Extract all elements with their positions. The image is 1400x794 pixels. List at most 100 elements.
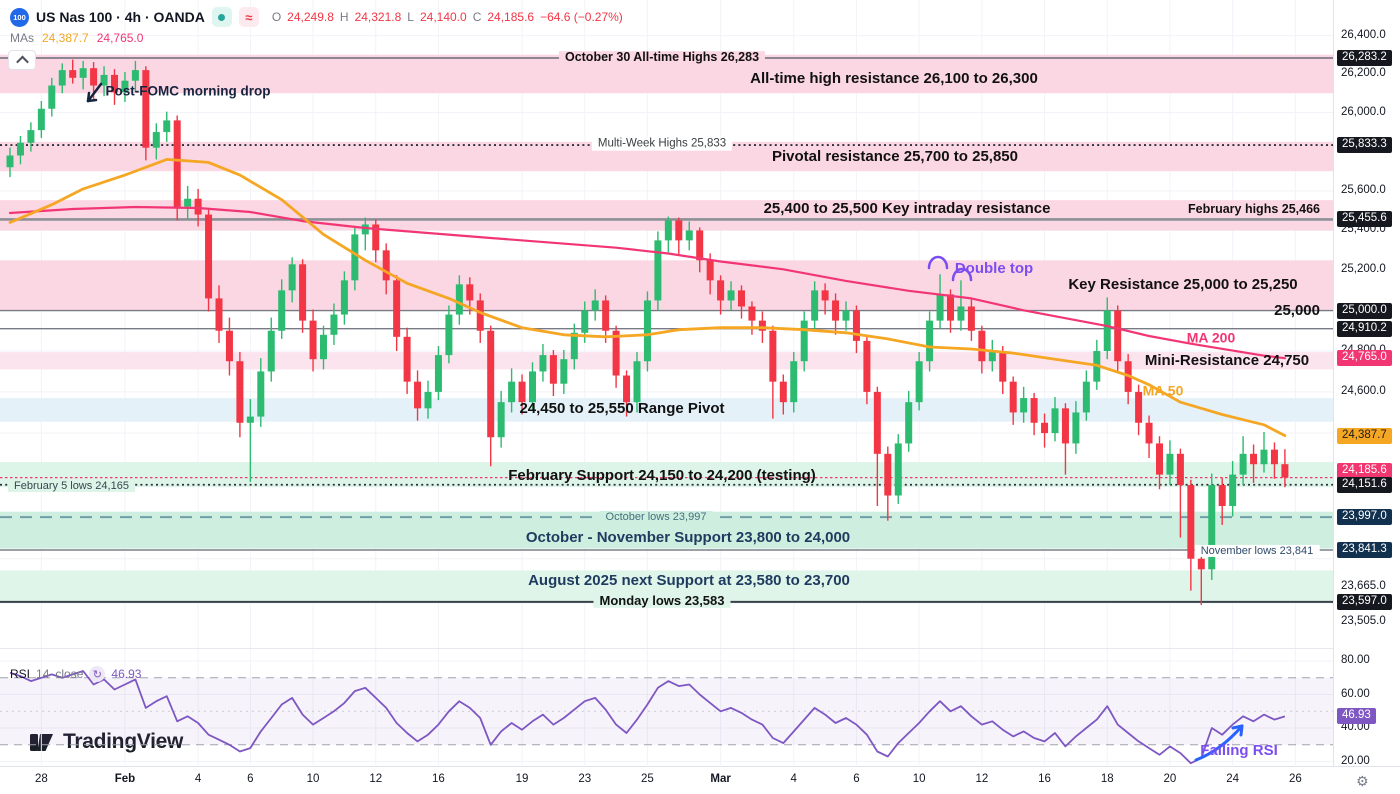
- candle-body: [978, 330, 986, 362]
- market-status-chip[interactable]: [211, 7, 232, 27]
- annotation-ma200-label[interactable]: MA 200: [1186, 329, 1236, 346]
- annotation-oct-nov-support[interactable]: October - November Support 23,800 to 24,…: [525, 528, 851, 546]
- ohlc-readout: O 24,249.8 H 24,321.8 L 24,140.0 C 24,185.6 …: [272, 10, 623, 24]
- candle-body: [842, 310, 850, 321]
- price-axis-label: 23,505.0: [1341, 614, 1386, 627]
- annotation-key-resistance[interactable]: Key Resistance 25,000 to 25,250: [1068, 275, 1298, 293]
- post-fomc-arrow: [86, 82, 103, 103]
- time-axis-label: 4: [790, 773, 797, 785]
- candle-body: [863, 340, 871, 392]
- candle-body: [278, 290, 286, 331]
- candle-body: [163, 120, 171, 133]
- annotation-nov-lows[interactable]: November lows 23,841: [1194, 544, 1320, 558]
- candle-body: [1114, 310, 1122, 362]
- candle-body: [633, 361, 641, 403]
- candle-body: [16, 142, 24, 156]
- time-axis-label: 16: [432, 773, 445, 785]
- candle-body: [727, 290, 735, 301]
- candle-body: [936, 294, 944, 321]
- annotation-failing-rsi[interactable]: Failing RSI: [1200, 741, 1278, 759]
- candle-body: [1239, 453, 1247, 475]
- annotation-label-25000[interactable]: 25,000: [1274, 301, 1320, 319]
- price-axis-badge: 25,455.6: [1337, 211, 1392, 228]
- annotation-feb-support[interactable]: February Support 24,150 to 24,200 (testi…: [508, 466, 816, 484]
- candle-body: [173, 120, 181, 207]
- symbol-title[interactable]: US Nas 100 · 4h · OANDA: [36, 9, 205, 25]
- candle-body: [100, 74, 108, 86]
- time-axis-label: Feb: [114, 773, 136, 785]
- approx-price-chip[interactable]: ≈: [238, 7, 259, 27]
- candle-body: [6, 155, 14, 168]
- annotation-monday-lows[interactable]: Monday lows 23,583: [593, 593, 731, 609]
- annotation-mini-resistance[interactable]: Mini-Resistance 24,750: [1144, 351, 1310, 369]
- candle-body: [560, 359, 568, 384]
- candle-body: [915, 361, 923, 403]
- price-axis-label: 25,600.0: [1341, 183, 1386, 196]
- time-axis-label: 10: [306, 773, 320, 785]
- time-axis-label: 6: [853, 773, 860, 785]
- candle-body: [37, 108, 45, 131]
- candle-body: [643, 300, 651, 362]
- candle-body: [581, 310, 589, 333]
- candle-body: [320, 334, 327, 360]
- price-axis-badge: 23,997.0: [1337, 509, 1392, 526]
- annotation-multiweek-label[interactable]: Multi-Week Highs 25,833: [591, 137, 733, 151]
- double-top-arc-2: [951, 267, 973, 282]
- candle-body: [529, 371, 536, 403]
- candle-body: [299, 264, 307, 321]
- candle-body: [612, 330, 620, 376]
- candle-body: [1051, 408, 1059, 434]
- candle-body: [1270, 449, 1278, 465]
- annotation-double-top[interactable]: Double top: [954, 259, 1034, 277]
- price-axis-label: 25,200.0: [1341, 263, 1386, 276]
- annotation-range-pivot[interactable]: 24,450 to 25,550 Range Pivot: [519, 399, 725, 417]
- candle-body: [717, 280, 725, 301]
- candle-body: [664, 220, 672, 241]
- annotation-ath-resistance[interactable]: All-time high resistance 26,100 to 26,30…: [750, 69, 1038, 87]
- candle-body: [748, 306, 756, 321]
- annotation-feb5-lows[interactable]: February 5 lows 24,165: [8, 479, 135, 493]
- pane-divider[interactable]: [0, 648, 1333, 649]
- candle-body: [884, 453, 892, 496]
- candle-body: [1208, 485, 1216, 570]
- candle-body: [225, 330, 233, 362]
- low-value: 24,140.0: [419, 10, 467, 24]
- candle-body: [790, 361, 798, 403]
- gear-icon[interactable]: ⚙: [1356, 773, 1369, 789]
- post-fomc-arrow-head: [86, 98, 98, 103]
- annotation-feb-highs[interactable]: February highs 25,466: [1187, 202, 1320, 217]
- annotation-oct-lows[interactable]: October lows 23,997: [599, 510, 713, 524]
- annotation-ath-line-label[interactable]: October 30 All-time Highs 26,283: [558, 50, 766, 65]
- candle-body: [372, 224, 380, 251]
- candle-body: [1020, 398, 1028, 413]
- candle-body: [1218, 485, 1226, 506]
- annotation-ma50-label[interactable]: MA 50: [1142, 382, 1184, 399]
- annotation-post-fomc[interactable]: Post-FOMC morning drop: [105, 83, 271, 99]
- candle-body: [811, 290, 819, 321]
- candle-body: [476, 300, 484, 331]
- zone-range-pivot: [0, 398, 1333, 422]
- annotation-aug-support[interactable]: August 2025 next Support at 23,580 to 23…: [528, 571, 850, 589]
- candle-body: [769, 330, 777, 382]
- time-axis[interactable]: ⚙ 28 Feb 4 6 10 12 16 19 23 25 Mar 4 6 10 12 16 18 20 24 26: [0, 766, 1400, 794]
- rsi-legend[interactable]: RSI 14 close ↻ 46.93: [10, 666, 141, 682]
- annotation-key-intraday[interactable]: 25,400 to 25,500 Key intraday resistance: [763, 199, 1051, 217]
- price-axis-badge: 24,910.2: [1337, 320, 1392, 337]
- price-axis-label: 23,665.0: [1341, 580, 1386, 593]
- candle-body: [1156, 443, 1163, 475]
- candle-body: [424, 391, 432, 409]
- time-axis-label: 28: [34, 773, 48, 785]
- candle-body: [696, 230, 704, 261]
- candle-body: [351, 234, 359, 281]
- candle-body: [79, 68, 87, 78]
- annotation-pivotal-resistance[interactable]: Pivotal resistance 25,700 to 25,850: [772, 147, 1018, 165]
- chevron-up-icon: [15, 55, 29, 68]
- candle-body: [1197, 558, 1205, 570]
- price-axis[interactable]: 26,400.0 26,200.0 26,000.0 25,600.0 25,400.0…: [1333, 0, 1400, 767]
- candle-body: [873, 391, 881, 454]
- candle-body: [1030, 398, 1038, 423]
- candle-body: [1103, 310, 1111, 352]
- candle-body: [591, 300, 599, 311]
- collapse-legend-button[interactable]: [8, 50, 36, 70]
